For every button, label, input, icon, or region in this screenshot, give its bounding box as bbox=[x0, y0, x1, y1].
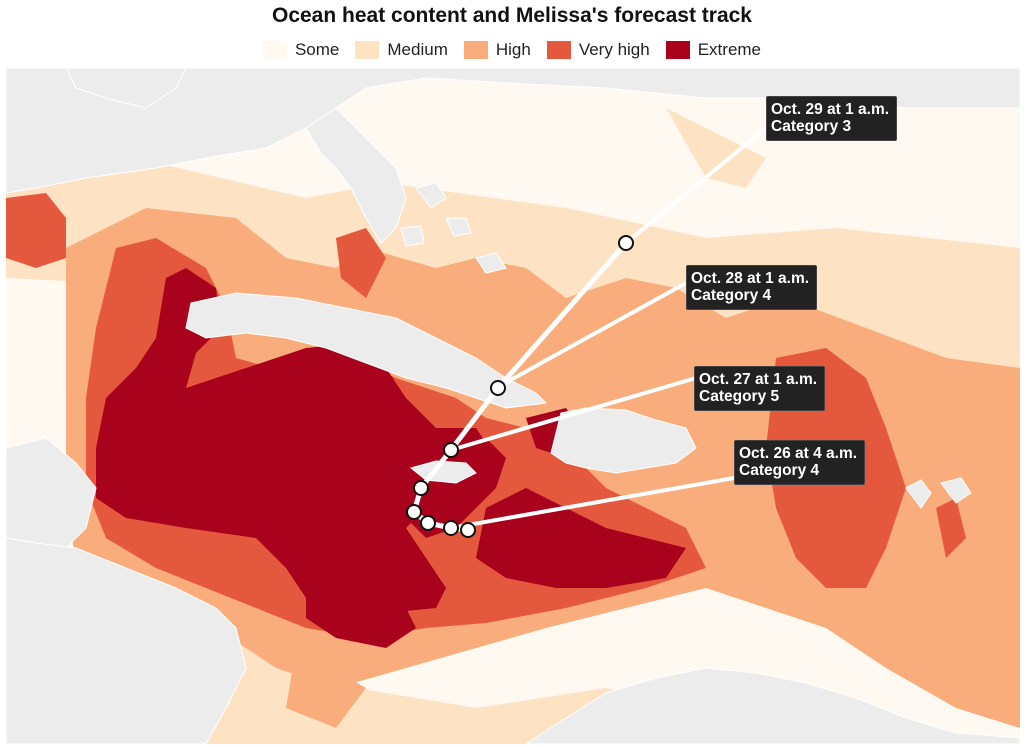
legend-label-high: High bbox=[495, 40, 531, 59]
legend-swatch-extreme bbox=[665, 41, 690, 59]
track-point-7[interactable] bbox=[490, 380, 506, 396]
callout-oct29[interactable]: Oct. 29 at 1 a.m. Category 3 bbox=[766, 96, 898, 141]
connector-oct29 bbox=[624, 126, 768, 245]
legend-swatch-very-high bbox=[546, 41, 571, 59]
heat-zone-extreme-southwest bbox=[306, 588, 416, 648]
legend-item-extreme: Extreme bbox=[665, 40, 762, 60]
legend-label-very-high: Very high bbox=[578, 40, 650, 59]
track-points bbox=[406, 235, 634, 538]
map-title: Ocean heat content and Melissa's forecas… bbox=[271, 4, 752, 27]
heat-zone-medium-patch bbox=[666, 108, 766, 188]
track-point-2[interactable] bbox=[443, 520, 459, 536]
legend-swatch-medium bbox=[355, 41, 380, 59]
heat-zone-high-south-patch bbox=[286, 648, 366, 728]
heat-zone-very-high-islands bbox=[936, 498, 966, 558]
callout-oct29-date: Oct. 29 at 1 a.m. bbox=[771, 101, 890, 118]
track-point-1[interactable] bbox=[460, 522, 476, 538]
land-florida bbox=[305, 107, 407, 244]
heat-zone-very-high-gulf-patch bbox=[336, 228, 386, 298]
heat-zone-extreme-west bbox=[96, 268, 496, 613]
callout-oct27-category: Category 5 bbox=[699, 388, 780, 405]
land-south-america bbox=[525, 667, 1020, 744]
legend-label-extreme: Extreme bbox=[697, 40, 762, 59]
legend-item-very-high: Very high bbox=[546, 40, 650, 60]
heat-map-svg bbox=[6, 68, 1020, 744]
land-puerto-rico bbox=[905, 479, 932, 509]
track-point-6[interactable] bbox=[443, 442, 459, 458]
callout-oct28-date: Oct. 28 at 1 a.m. bbox=[691, 270, 810, 287]
land-north-america bbox=[6, 68, 1020, 194]
track-point-3[interactable] bbox=[420, 515, 436, 531]
connector-oct27 bbox=[450, 376, 697, 452]
legend-item-high: High bbox=[463, 40, 531, 60]
callout-oct28[interactable]: Oct. 28 at 1 a.m. Category 4 bbox=[686, 265, 818, 310]
land-island bbox=[940, 477, 972, 504]
track-point-4[interactable] bbox=[406, 504, 422, 520]
map-area[interactable]: Oct. 29 at 1 a.m. Category 3 Oct. 28 at … bbox=[6, 68, 1020, 744]
land-bahamas bbox=[400, 182, 507, 274]
legend-item-some: Some bbox=[262, 40, 340, 60]
land-bahamas-4 bbox=[400, 225, 425, 247]
legend-swatch-high bbox=[463, 41, 488, 59]
land-bahamas-2 bbox=[445, 217, 472, 237]
land-central-america bbox=[6, 537, 247, 744]
land-gulf-coast bbox=[65, 68, 187, 109]
legend-label-medium: Medium bbox=[387, 40, 448, 59]
callout-oct27-date: Oct. 27 at 1 a.m. bbox=[699, 371, 818, 388]
connector-oct26 bbox=[450, 476, 735, 530]
callout-oct26[interactable]: Oct. 26 at 4 a.m. Category 4 bbox=[734, 440, 866, 485]
callout-connectors bbox=[450, 126, 768, 530]
legend-label-some: Some bbox=[294, 40, 340, 59]
track-point-8[interactable] bbox=[618, 235, 634, 251]
heat-zone-very-high-west bbox=[6, 193, 66, 268]
callout-oct26-category: Category 4 bbox=[739, 462, 820, 479]
land-masses bbox=[6, 68, 1020, 744]
land-bahamas-1 bbox=[415, 182, 447, 209]
callout-oct26-date: Oct. 26 at 4 a.m. bbox=[739, 445, 858, 462]
legend: Some Medium High Very high Extreme bbox=[0, 40, 1024, 60]
connector-oct28 bbox=[495, 281, 687, 390]
land-hispaniola bbox=[550, 407, 697, 474]
land-cuba bbox=[185, 292, 548, 409]
callout-oct29-category: Category 3 bbox=[771, 118, 852, 135]
callout-oct27[interactable]: Oct. 27 at 1 a.m. Category 5 bbox=[694, 366, 826, 411]
legend-item-medium: Medium bbox=[355, 40, 448, 60]
legend-swatch-some bbox=[262, 41, 287, 59]
track-point-5[interactable] bbox=[413, 480, 429, 496]
land-bahamas-3 bbox=[475, 252, 507, 274]
callout-oct28-category: Category 4 bbox=[691, 287, 772, 304]
